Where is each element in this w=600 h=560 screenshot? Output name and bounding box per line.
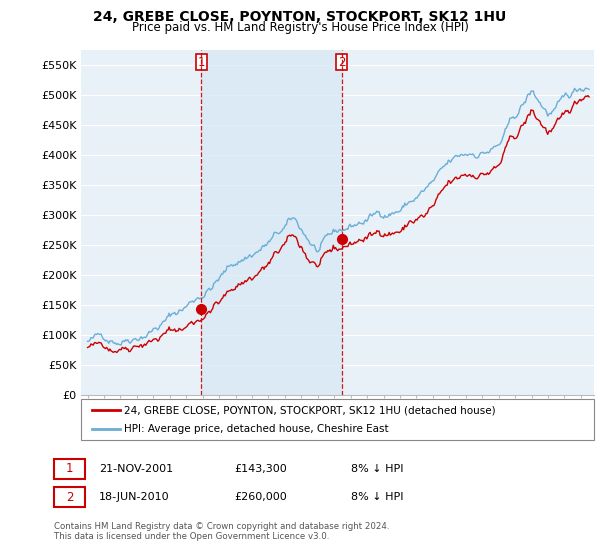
Text: 18-JUN-2010: 18-JUN-2010 [99, 492, 170, 502]
Text: 8% ↓ HPI: 8% ↓ HPI [351, 464, 404, 474]
Text: 1: 1 [66, 462, 73, 475]
Text: 21-NOV-2001: 21-NOV-2001 [99, 464, 173, 474]
Text: 24, GREBE CLOSE, POYNTON, STOCKPORT, SK12 1HU (detached house): 24, GREBE CLOSE, POYNTON, STOCKPORT, SK1… [124, 405, 496, 415]
Bar [201, 50, 342, 395]
Text: 2: 2 [338, 55, 346, 68]
Text: 2: 2 [66, 491, 73, 504]
Text: £143,300: £143,300 [234, 464, 287, 474]
Text: £260,000: £260,000 [234, 492, 287, 502]
Text: Price paid vs. HM Land Registry's House Price Index (HPI): Price paid vs. HM Land Registry's House … [131, 21, 469, 34]
Text: 8% ↓ HPI: 8% ↓ HPI [351, 492, 404, 502]
Text: Contains HM Land Registry data © Crown copyright and database right 2024.
This d: Contains HM Land Registry data © Crown c… [54, 522, 389, 542]
Text: 24, GREBE CLOSE, POYNTON, STOCKPORT, SK12 1HU: 24, GREBE CLOSE, POYNTON, STOCKPORT, SK1… [94, 10, 506, 24]
Text: HPI: Average price, detached house, Cheshire East: HPI: Average price, detached house, Ches… [124, 424, 389, 433]
Text: 1: 1 [197, 55, 205, 68]
